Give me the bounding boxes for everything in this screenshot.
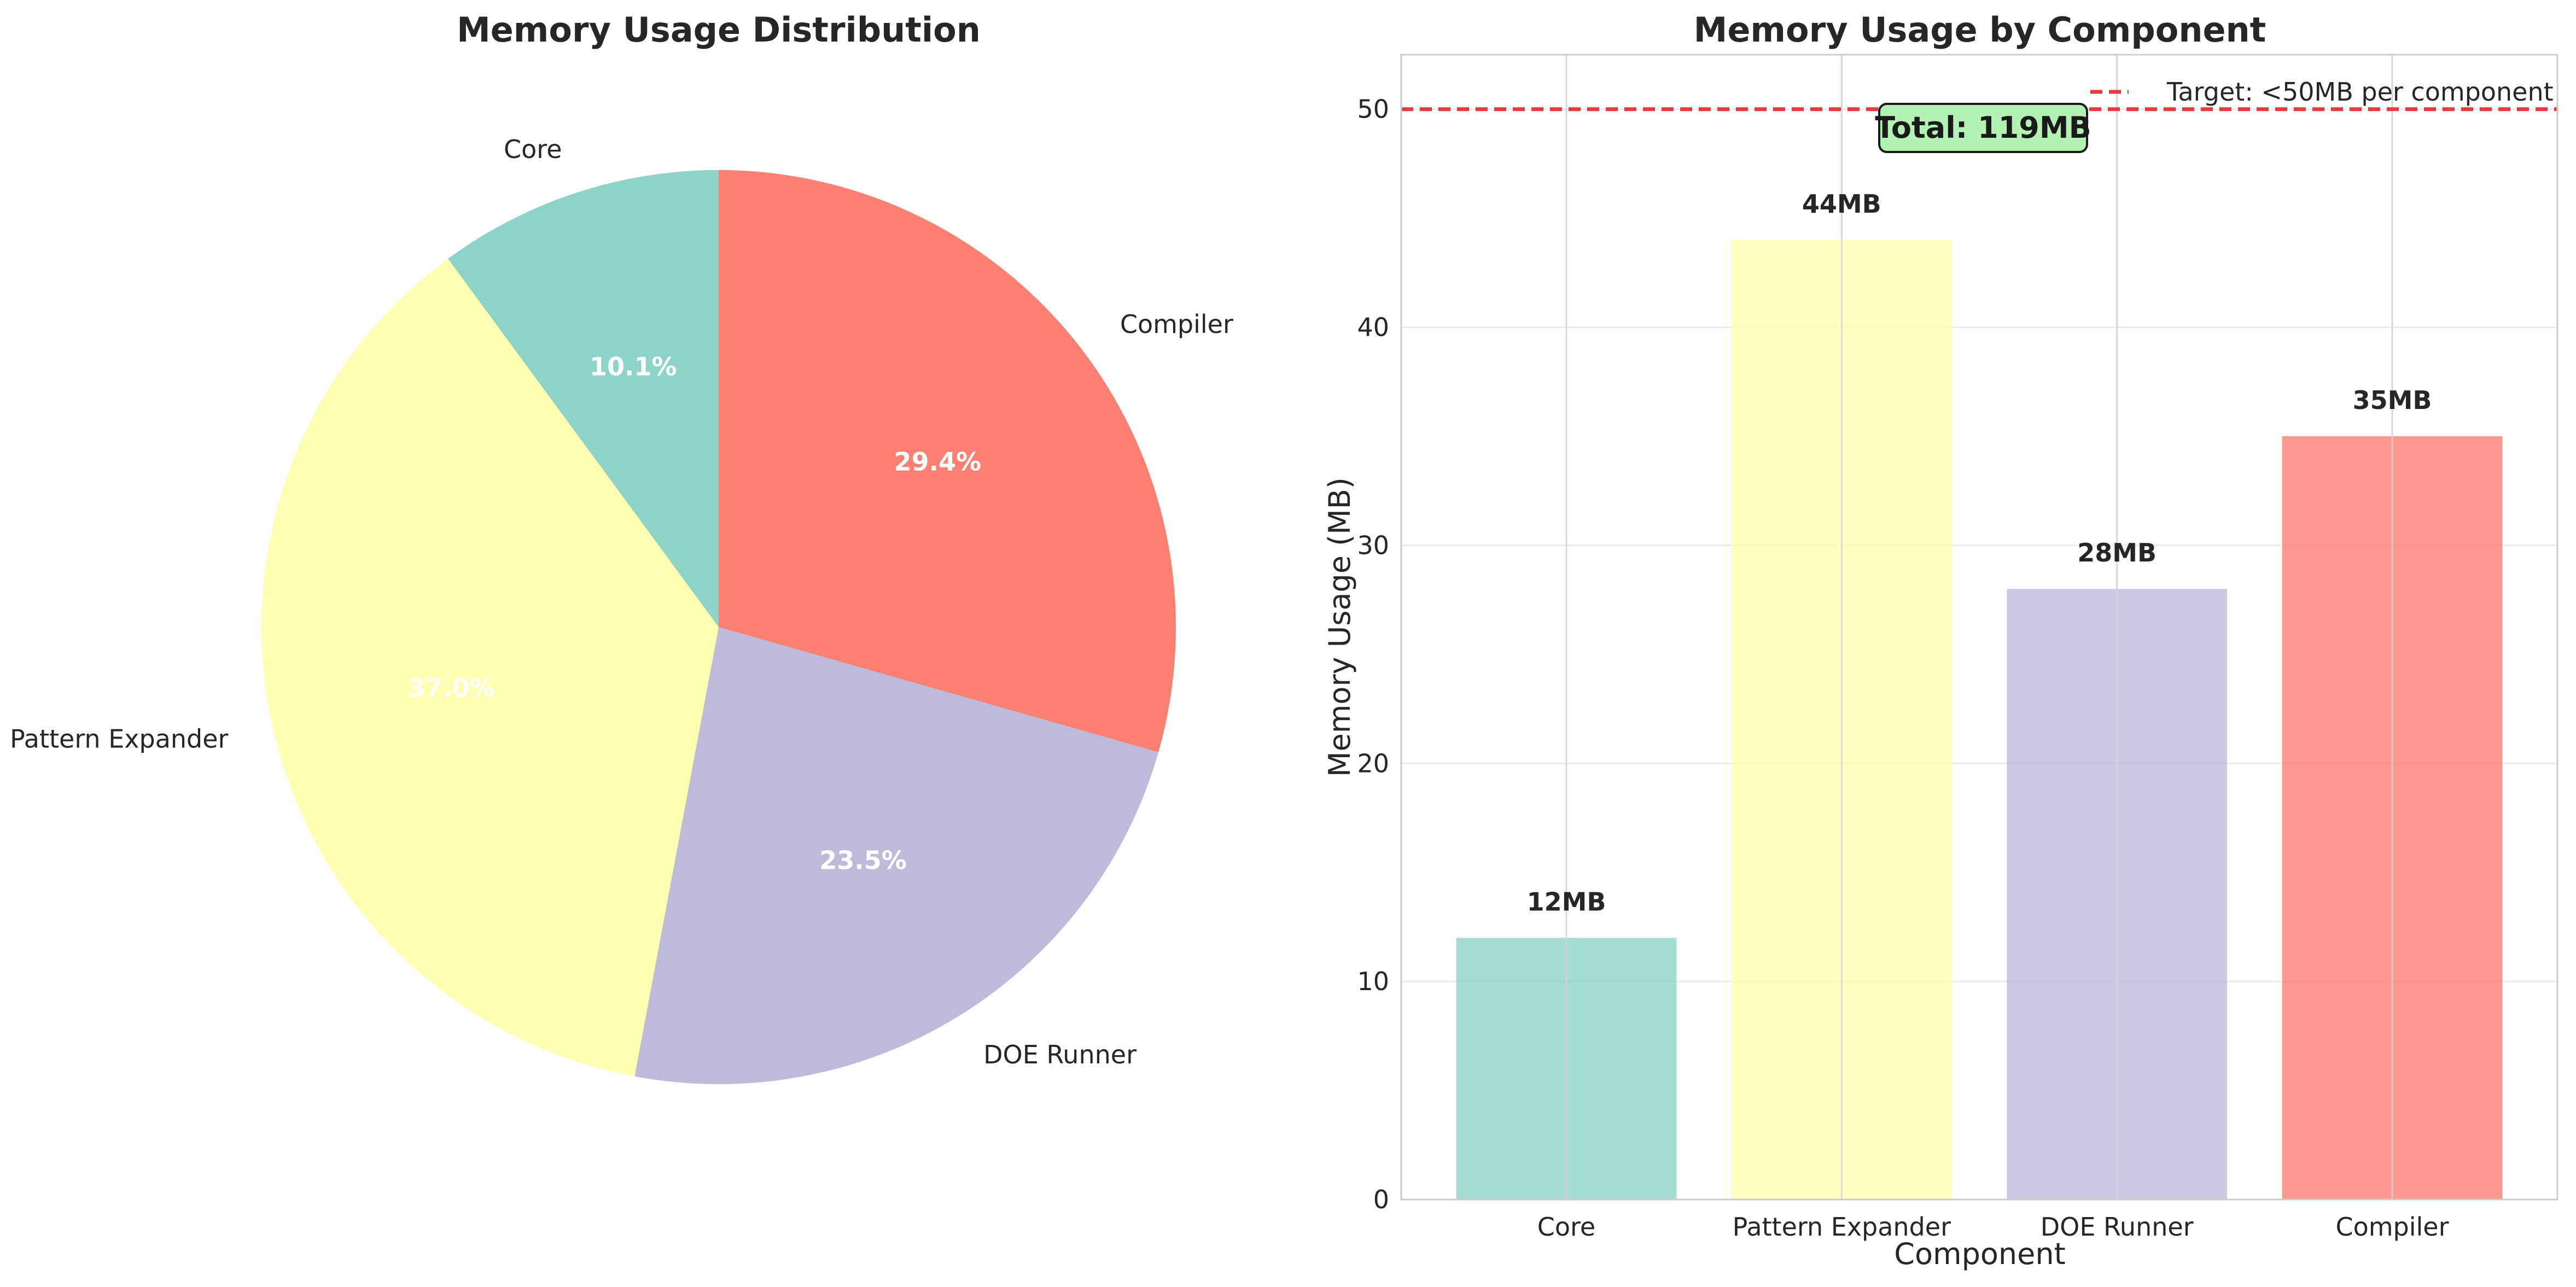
pie-chart-title: Memory Usage Distribution — [457, 10, 981, 50]
bar-chart: Memory Usage by Component 12MB 44MB 28MB 35… — [1322, 10, 2558, 1271]
y-axis-label: Memory Usage (MB) — [1322, 477, 1357, 777]
pie-percent-pattern-expander: 37.0% — [407, 674, 495, 703]
pie-slice-compiler — [719, 170, 1176, 752]
y-tick-label: 40 — [1357, 313, 1389, 342]
pie-slices — [261, 170, 1176, 1084]
bar-chart-title: Memory Usage by Component — [1694, 10, 2266, 50]
x-tick-label-doe-runner: DOE Runner — [2041, 1212, 2194, 1242]
plot-border — [1400, 54, 2558, 1201]
pie-percent-doe-runner: 23.5% — [819, 845, 907, 875]
total-annotation-text: Total: 119MB — [1875, 110, 2091, 145]
x-axis-label: Component — [1894, 1237, 2066, 1271]
total-annotation: Total: 119MB — [1875, 103, 2091, 153]
y-tick-label: 30 — [1357, 530, 1389, 560]
pie-label-core: Core — [504, 134, 562, 164]
bars — [1456, 55, 2503, 1200]
bar-value-label-core: 12MB — [1527, 887, 1606, 916]
y-tick-label: 0 — [1373, 1185, 1389, 1214]
y-tick-label: 50 — [1357, 95, 1389, 124]
pie-chart: Memory Usage Distribution Core 10.1% Patte… — [10, 10, 1233, 1084]
y-tick-label: 10 — [1357, 967, 1389, 996]
total-annotation-box — [1878, 103, 2088, 153]
x-axis-ticks: Core Pattern Expander DOE Runner Compiler — [1537, 1212, 2449, 1242]
legend: Target: <50MB per component — [2090, 77, 2554, 107]
x-tick-label-pattern-expander: Pattern Expander — [1733, 1212, 1951, 1242]
bar-value-labels: 12MB 44MB 28MB 35MB — [1527, 189, 2432, 916]
bar-value-label-pattern-expander: 44MB — [1802, 189, 1881, 219]
pie-label-pattern-expander: Pattern Expander — [10, 724, 228, 754]
x-tick-label-compiler: Compiler — [2335, 1212, 2449, 1242]
pie-percent-core: 10.1% — [590, 352, 677, 381]
pie-label-doe-runner: DOE Runner — [983, 1040, 1137, 1069]
y-axis-ticks: 0 10 20 30 40 50 — [1357, 95, 1389, 1214]
pie-slice-core — [448, 170, 719, 627]
pie-label-compiler: Compiler — [1120, 309, 1233, 339]
pie-percent-compiler: 29.4% — [894, 447, 981, 477]
y-tick-label: 20 — [1357, 748, 1389, 778]
pie-slice-pattern-expander — [261, 259, 719, 1077]
bar-value-label-compiler: 35MB — [2353, 385, 2432, 415]
bar-value-label-doe-runner: 28MB — [2077, 538, 2157, 568]
pie-slice-doe-runner — [634, 627, 1159, 1084]
x-tick-label-core: Core — [1537, 1212, 1595, 1242]
legend-target-label: Target: <50MB per component — [2166, 77, 2554, 107]
pie-labels: Core 10.1% Pattern Expander 37.0% DOE Runner… — [10, 134, 1233, 1069]
